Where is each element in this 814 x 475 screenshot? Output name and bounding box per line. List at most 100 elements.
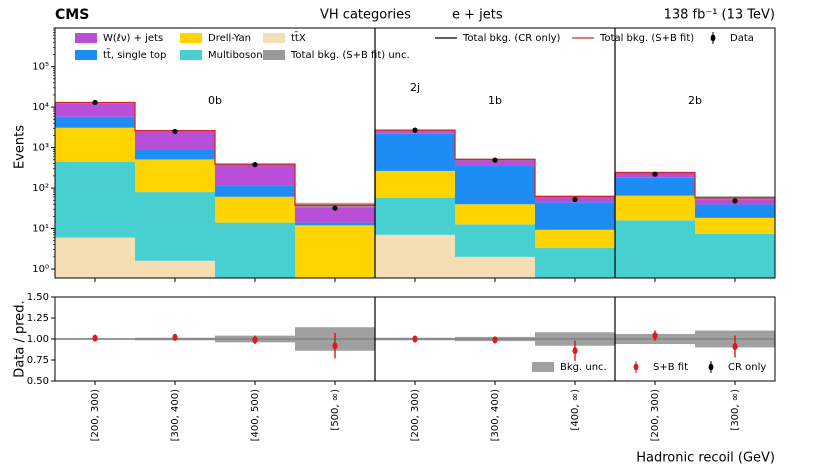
x-tick-label: [200, 300) — [90, 389, 101, 441]
bar-segment — [375, 197, 455, 235]
bar-segment — [535, 229, 615, 249]
bar-segment — [135, 260, 215, 278]
legend-swatch — [263, 50, 285, 60]
legend-swatch — [75, 33, 97, 43]
y-tick-label: 10² — [32, 183, 49, 194]
legend-swatch — [708, 363, 714, 371]
bar-segment — [375, 234, 455, 278]
y-tick-label: 1.25 — [27, 313, 49, 324]
legend-label: CR only — [728, 362, 766, 373]
bar-segment — [695, 204, 775, 218]
ratio-point — [412, 335, 418, 343]
data-point — [492, 157, 498, 163]
ratio-point — [492, 336, 498, 344]
legend-swatch — [633, 363, 639, 371]
bar-segment — [455, 256, 535, 278]
ratio-point — [252, 336, 258, 344]
legend-label: Total bkg. (S+B fit) — [599, 33, 694, 44]
group-label: 1b — [488, 94, 502, 107]
bar-segment — [215, 222, 295, 278]
y-tick-label: 10³ — [32, 143, 49, 154]
x-tick-label: [300, ∞) — [730, 389, 741, 431]
bar-segment — [535, 202, 615, 230]
data-point — [572, 196, 578, 203]
legend-swatch — [75, 50, 97, 60]
bar-segment — [295, 225, 375, 278]
x-tick-label: [200, 300) — [650, 389, 661, 441]
y-tick-label: 0.75 — [27, 355, 49, 366]
ratio-point — [652, 332, 658, 340]
x-tick-label: [500, ∞) — [330, 389, 341, 431]
data-point — [332, 205, 338, 211]
group-label: 0b — [208, 94, 222, 107]
legend-swatch — [532, 362, 554, 372]
channel: e + jets — [452, 8, 503, 23]
bar-segment — [215, 164, 295, 186]
bar-segment — [215, 196, 295, 223]
bar-segment — [615, 195, 695, 221]
ratio-point — [732, 343, 738, 350]
legend-label: tt̄, single top — [103, 48, 166, 61]
data-point — [172, 128, 178, 135]
ratio-point — [332, 342, 338, 350]
legend-label: tt̄X — [291, 31, 306, 44]
group-label: 2b — [688, 94, 702, 107]
ratio-point — [172, 333, 178, 341]
y-tick-label: 10¹ — [32, 224, 49, 235]
bar-segment — [135, 159, 215, 193]
bar-segment — [55, 161, 135, 238]
y-tick-label: 0.50 — [27, 376, 49, 387]
bar-segment — [455, 204, 535, 225]
y-axis-label: Events — [13, 125, 28, 169]
cms-label: CMS — [55, 7, 89, 23]
bar-segment — [615, 220, 695, 278]
legend-swatch — [263, 33, 285, 43]
x-tick-label: [400, 500) — [250, 389, 261, 441]
y-tick-label: 10⁴ — [32, 102, 49, 113]
ratio-y-axis-label: Data / pred. — [13, 300, 28, 377]
legend-label: Total bkg. (CR only) — [462, 33, 561, 44]
ratio-point — [572, 347, 578, 355]
luminosity: 138 fb⁻¹ (13 TeV) — [664, 8, 775, 23]
bar-segment — [295, 222, 375, 226]
data-point — [92, 99, 98, 106]
legend-label: Data — [730, 33, 754, 44]
legend-label: Drell-Yan — [208, 33, 251, 44]
group-label: 2j — [410, 81, 420, 94]
bar-segment — [215, 185, 295, 197]
x-tick-label: [300, 400) — [170, 389, 181, 441]
x-tick-label: [400, ∞) — [570, 389, 581, 431]
legend-label: Bkg. unc. — [560, 362, 607, 373]
legend-label: W(ℓν) + jets — [103, 33, 163, 44]
y-tick-label: 10⁰ — [32, 264, 49, 275]
legend-label: Total bkg. (S+B fit) unc. — [290, 50, 410, 61]
data-point — [412, 127, 418, 133]
x-tick-label: [300, 400) — [490, 389, 501, 441]
x-tick-label: [200, 300) — [410, 389, 421, 441]
bar-segment — [55, 237, 135, 278]
bar-segment — [135, 130, 215, 150]
ratio-point — [92, 334, 98, 342]
bar-segment — [455, 224, 535, 257]
bar-segment — [375, 133, 455, 171]
y-tick-label: 10⁵ — [32, 62, 49, 73]
data-point — [732, 198, 738, 204]
bar-segment — [455, 165, 535, 205]
bar-segment — [135, 149, 215, 160]
bar-segment — [615, 177, 695, 196]
bar-segment — [55, 127, 135, 162]
bar-segment — [135, 192, 215, 261]
legend-label: Multiboson — [208, 50, 263, 61]
subtitle: VH categories — [320, 8, 411, 23]
bar-segment — [695, 233, 775, 278]
bar-segment — [375, 170, 455, 198]
legend-swatch — [180, 33, 202, 43]
bar-segment — [535, 248, 615, 278]
y-tick-label: 1.50 — [27, 292, 49, 303]
y-tick-label: 1.00 — [27, 334, 49, 345]
data-point — [652, 171, 658, 177]
data-point — [252, 161, 258, 168]
legend-swatch — [180, 50, 202, 60]
bar-segment — [695, 217, 775, 234]
